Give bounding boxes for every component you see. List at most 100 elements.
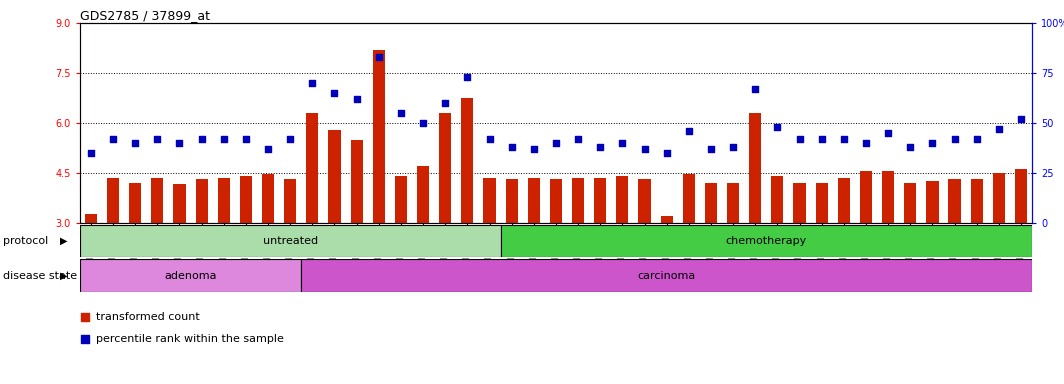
Point bbox=[813, 136, 830, 142]
Text: disease state: disease state bbox=[3, 270, 78, 281]
Point bbox=[636, 146, 653, 152]
Point bbox=[902, 144, 919, 150]
Bar bbox=[882, 171, 894, 223]
Point bbox=[171, 140, 188, 146]
Point bbox=[436, 100, 453, 106]
Point bbox=[481, 136, 498, 142]
Point bbox=[547, 140, 564, 146]
Point bbox=[880, 130, 897, 136]
Bar bbox=[306, 113, 318, 223]
Point bbox=[991, 126, 1008, 132]
Point bbox=[304, 80, 321, 86]
Bar bbox=[439, 113, 451, 223]
Text: chemotherapy: chemotherapy bbox=[726, 236, 807, 246]
Bar bbox=[173, 184, 185, 223]
Point bbox=[237, 136, 254, 142]
Text: adenoma: adenoma bbox=[164, 270, 217, 281]
Text: transformed count: transformed count bbox=[96, 312, 200, 322]
Bar bbox=[661, 216, 672, 223]
Bar bbox=[80, 259, 301, 292]
Bar bbox=[483, 178, 496, 223]
Point bbox=[370, 54, 387, 60]
Point bbox=[127, 140, 144, 146]
Bar bbox=[860, 171, 872, 223]
Bar bbox=[970, 179, 983, 223]
Bar bbox=[417, 166, 429, 223]
Bar bbox=[528, 178, 539, 223]
Bar bbox=[151, 178, 164, 223]
Bar bbox=[80, 225, 500, 257]
Text: protocol: protocol bbox=[3, 236, 49, 246]
Bar bbox=[727, 183, 739, 223]
Point bbox=[348, 96, 365, 102]
Bar bbox=[749, 113, 762, 223]
Bar bbox=[794, 183, 805, 223]
Text: untreated: untreated bbox=[263, 236, 318, 246]
Point bbox=[659, 150, 676, 156]
Point bbox=[526, 146, 543, 152]
Text: GDS2785 / 37899_at: GDS2785 / 37899_at bbox=[80, 9, 210, 22]
Bar bbox=[993, 173, 1005, 223]
Point bbox=[82, 150, 99, 156]
Point bbox=[725, 144, 742, 150]
Bar bbox=[350, 139, 363, 223]
Bar bbox=[196, 179, 207, 223]
Bar bbox=[129, 183, 142, 223]
Bar bbox=[816, 183, 828, 223]
Point bbox=[215, 136, 232, 142]
Point bbox=[503, 144, 520, 150]
Point bbox=[149, 136, 166, 142]
Bar bbox=[372, 50, 385, 223]
Point bbox=[326, 90, 343, 96]
Point bbox=[282, 136, 299, 142]
Point bbox=[791, 136, 808, 142]
Point bbox=[702, 146, 719, 152]
Bar bbox=[262, 174, 275, 223]
Bar bbox=[395, 176, 408, 223]
Bar bbox=[572, 178, 584, 223]
Point bbox=[769, 124, 786, 130]
Bar bbox=[704, 183, 717, 223]
Text: percentile rank within the sample: percentile rank within the sample bbox=[96, 334, 284, 344]
Point bbox=[385, 0, 402, 5]
Bar bbox=[284, 179, 296, 223]
Text: carcinoma: carcinoma bbox=[637, 270, 696, 281]
Point bbox=[968, 136, 985, 142]
Bar bbox=[106, 178, 119, 223]
Bar bbox=[904, 183, 916, 223]
Bar bbox=[837, 178, 850, 223]
Bar bbox=[462, 98, 473, 223]
Bar bbox=[948, 179, 961, 223]
Bar bbox=[638, 179, 650, 223]
Point bbox=[104, 136, 121, 142]
Point bbox=[614, 140, 631, 146]
Bar bbox=[301, 259, 1032, 292]
Bar bbox=[683, 174, 695, 223]
Point bbox=[835, 136, 852, 142]
Point bbox=[260, 146, 277, 152]
Bar bbox=[1015, 169, 1027, 223]
Point bbox=[680, 128, 697, 134]
Bar bbox=[594, 178, 606, 223]
Bar bbox=[85, 214, 97, 223]
Point bbox=[858, 140, 875, 146]
Text: ▶: ▶ bbox=[60, 236, 67, 246]
Bar bbox=[616, 176, 629, 223]
Bar bbox=[771, 176, 783, 223]
Point bbox=[747, 86, 764, 92]
Bar bbox=[218, 178, 230, 223]
Bar bbox=[329, 129, 340, 223]
Point bbox=[193, 136, 210, 142]
Bar bbox=[239, 176, 252, 223]
Point bbox=[592, 144, 609, 150]
Bar bbox=[550, 179, 562, 223]
Bar bbox=[500, 225, 1032, 257]
Point bbox=[415, 120, 432, 126]
Point bbox=[569, 136, 586, 142]
Point bbox=[946, 136, 963, 142]
Point bbox=[459, 74, 476, 80]
Bar bbox=[505, 179, 518, 223]
Point bbox=[393, 110, 410, 116]
Text: ▶: ▶ bbox=[60, 270, 67, 281]
Point bbox=[385, 198, 402, 204]
